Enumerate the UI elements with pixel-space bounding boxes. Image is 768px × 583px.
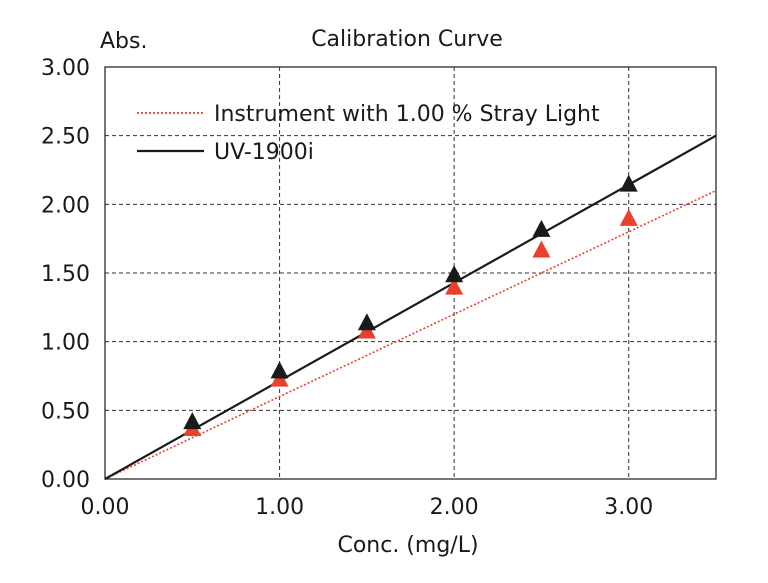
y-tick-label: 2.50: [41, 125, 90, 150]
x-tick-label: 3.00: [604, 495, 653, 520]
y-tick-label: 1.00: [41, 331, 90, 356]
chart-title: Calibration Curve: [311, 27, 503, 52]
x-tick-label: 0.00: [81, 495, 130, 520]
fit-line-series-0: [104, 189, 717, 480]
data-point-series-1: [619, 174, 638, 192]
y-tick-label: 0.50: [41, 399, 90, 424]
fit-line-series-1: [104, 134, 717, 480]
grid-lines: [105, 67, 716, 479]
data-point-series-0: [532, 240, 551, 258]
data-point-series-1: [183, 412, 202, 430]
data-point-series-1: [270, 361, 289, 379]
data-point-series-1: [532, 219, 551, 237]
legend: Instrument with 1.00 % Stray Light UV-19…: [137, 102, 600, 165]
legend-entry-stray-light: Instrument with 1.00 % Stray Light: [214, 102, 600, 127]
y-axis-label: Abs.: [100, 29, 147, 54]
fit-lines: [104, 134, 717, 480]
data-point-series-0: [619, 208, 638, 226]
y-tick-label: 3.00: [41, 56, 90, 81]
y-tick-label: 2.00: [41, 193, 90, 218]
data-point-series-1: [357, 313, 376, 331]
data-markers: [183, 174, 638, 437]
plot-frame: [104, 66, 717, 480]
y-tick-label: 0.00: [41, 468, 90, 493]
y-tick-label: 1.50: [41, 262, 90, 287]
x-axis-label: Conc. (mg/L): [337, 533, 478, 558]
x-tick-label: 1.00: [255, 495, 304, 520]
y-tick-labels: 0.00 0.50 1.00 1.50 2.00 2.50 3.00: [41, 56, 90, 493]
x-tick-labels: 0.00 1.00 2.00 3.00: [81, 495, 654, 520]
legend-entry-uv-1900i: UV-1900i: [214, 140, 314, 165]
data-point-series-1: [445, 265, 464, 283]
data-point-series-0: [445, 277, 464, 295]
x-tick-label: 2.00: [430, 495, 479, 520]
